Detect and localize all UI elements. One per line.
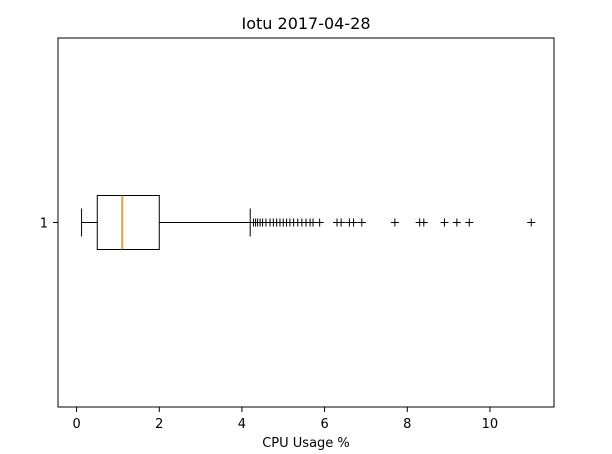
x-tick-label: 2	[155, 417, 163, 432]
plot-area	[81, 195, 536, 250]
x-tick-label: 6	[320, 417, 328, 432]
x-tick-label: 8	[403, 417, 411, 432]
x-axis-label: CPU Usage %	[262, 436, 350, 451]
iqr-box	[96, 195, 160, 250]
outlier-point	[390, 218, 399, 227]
x-tick-label: 10	[482, 417, 499, 432]
x-axis: 0 2 4 6 8 10	[72, 407, 498, 432]
outlier-point	[419, 218, 428, 227]
chart-title: Iotu 2017-04-28	[242, 14, 371, 33]
outlier-point	[357, 218, 366, 227]
outlier-point	[452, 218, 461, 227]
x-tick-label: 0	[72, 417, 80, 432]
outlier-point	[527, 218, 536, 227]
y-axis: 1	[40, 217, 58, 232]
outlier-point	[465, 218, 474, 227]
y-tick-label: 1	[40, 217, 48, 232]
outlier-point	[349, 218, 358, 227]
outlier-point	[337, 218, 346, 227]
x-tick-label: 4	[238, 417, 246, 432]
outlier-point	[440, 218, 449, 227]
outlier-point	[315, 218, 324, 227]
